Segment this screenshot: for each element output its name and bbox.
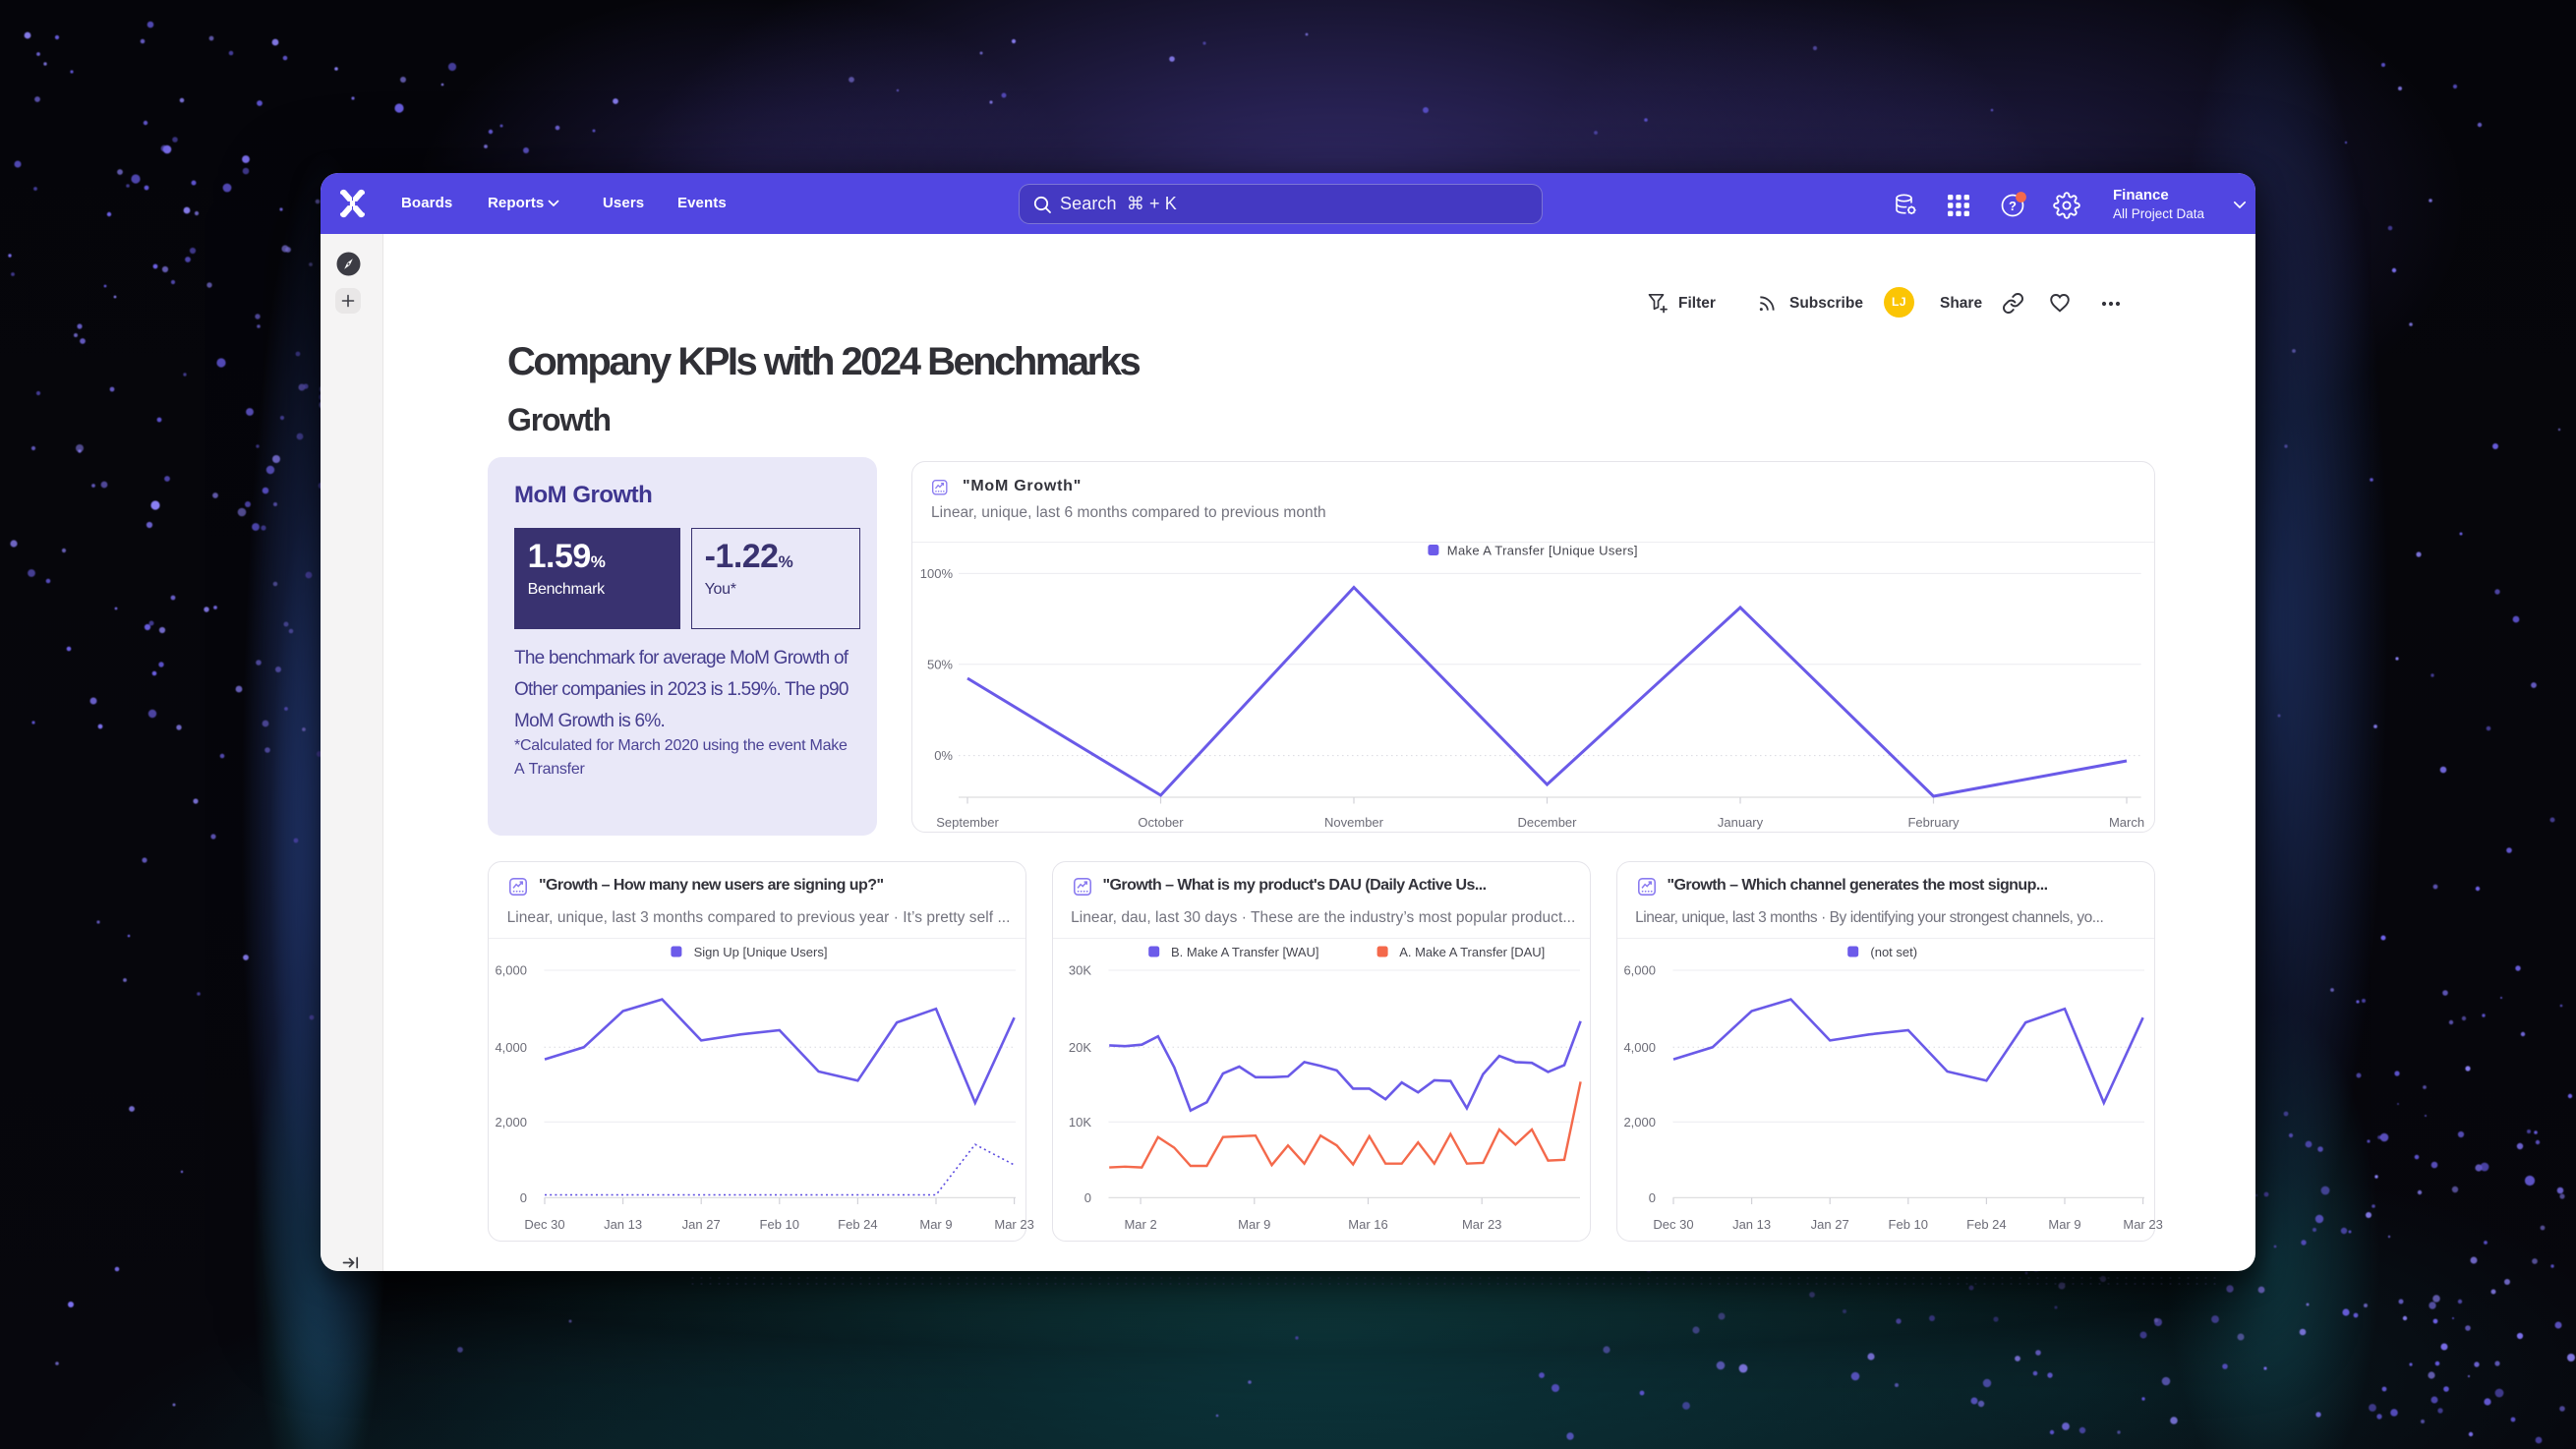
svg-text:Jan 13: Jan 13 [604, 1217, 642, 1232]
svg-text:0%: 0% [934, 748, 953, 763]
svg-text:Mar 23: Mar 23 [1461, 1217, 1500, 1232]
svg-text:B. Make A Transfer [WAU]: B. Make A Transfer [WAU] [1171, 945, 1319, 959]
svg-text:Mar 9: Mar 9 [2048, 1217, 2080, 1232]
svg-text:100%: 100% [920, 566, 954, 581]
svg-text:January: January [1718, 815, 1764, 830]
svg-text:0: 0 [1648, 1190, 1655, 1205]
svg-text:Feb 24: Feb 24 [1966, 1217, 2006, 1232]
svg-text:Sign Up [Unique Users]: Sign Up [Unique Users] [694, 945, 828, 959]
svg-text:Dec 30: Dec 30 [1653, 1217, 1693, 1232]
svg-text:A. Make A Transfer [DAU]: A. Make A Transfer [DAU] [1399, 945, 1545, 959]
svg-text:50%: 50% [927, 657, 953, 671]
svg-text:Mar 9: Mar 9 [919, 1217, 952, 1232]
svg-text:10K: 10K [1068, 1115, 1090, 1130]
svg-text:Feb 24: Feb 24 [838, 1217, 877, 1232]
svg-text:2,000: 2,000 [495, 1115, 527, 1130]
svg-text:0: 0 [520, 1190, 527, 1205]
svg-text:December: December [1518, 815, 1578, 830]
svg-text:0: 0 [1083, 1190, 1090, 1205]
svg-text:?: ? [2009, 199, 2017, 213]
svg-text:6,000: 6,000 [1623, 963, 1656, 978]
svg-text:6,000: 6,000 [495, 963, 527, 978]
svg-text:Jan 27: Jan 27 [1810, 1217, 1848, 1232]
svg-text:Mar 2: Mar 2 [1124, 1217, 1156, 1232]
svg-text:October: October [1138, 815, 1184, 830]
svg-text:Mar 23: Mar 23 [994, 1217, 1033, 1232]
svg-text:4,000: 4,000 [495, 1040, 527, 1055]
svg-text:September: September [936, 815, 999, 830]
svg-text:November: November [1324, 815, 1384, 830]
svg-text:Jan 13: Jan 13 [1732, 1217, 1771, 1232]
svg-text:4,000: 4,000 [1623, 1040, 1656, 1055]
svg-text:Feb 10: Feb 10 [760, 1217, 799, 1232]
svg-text:Mar 23: Mar 23 [2123, 1217, 2162, 1232]
svg-text:Jan 27: Jan 27 [682, 1217, 721, 1232]
svg-text:30K: 30K [1068, 963, 1090, 978]
svg-text:March: March [2109, 815, 2144, 830]
svg-text:2,000: 2,000 [1623, 1115, 1656, 1130]
svg-text:(not set): (not set) [1870, 945, 1917, 959]
svg-text:Make A Transfer [Unique Users]: Make A Transfer [Unique Users] [1447, 544, 1638, 558]
svg-text:Dec 30: Dec 30 [524, 1217, 564, 1232]
svg-text:Mar 16: Mar 16 [1348, 1217, 1387, 1232]
svg-text:Mar 9: Mar 9 [1238, 1217, 1270, 1232]
svg-text:20K: 20K [1068, 1040, 1090, 1055]
svg-text:February: February [1907, 815, 1960, 830]
svg-text:Feb 10: Feb 10 [1888, 1217, 1927, 1232]
